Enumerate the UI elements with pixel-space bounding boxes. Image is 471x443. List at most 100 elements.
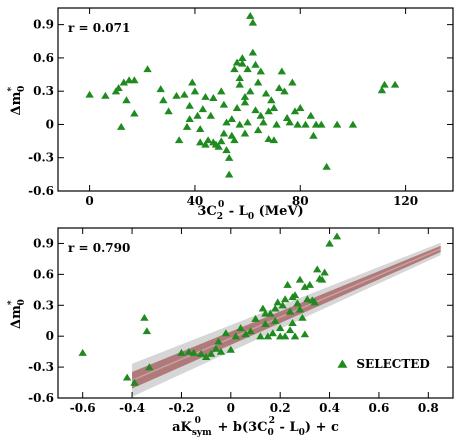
data-point bbox=[295, 275, 305, 283]
data-point bbox=[288, 319, 297, 326]
data-point bbox=[240, 98, 250, 106]
bottom-y-axis-label: Δm*0 bbox=[7, 299, 27, 329]
data-point bbox=[305, 280, 315, 288]
data-point bbox=[117, 122, 126, 130]
y-tick-label: 0 bbox=[46, 329, 54, 343]
data-point bbox=[232, 58, 242, 66]
data-point bbox=[174, 136, 184, 144]
data-point bbox=[290, 332, 300, 340]
x-tick-label: 0 bbox=[227, 401, 235, 415]
data-point bbox=[272, 120, 281, 128]
data-point bbox=[235, 80, 244, 88]
data-point bbox=[263, 332, 273, 340]
data-point bbox=[295, 305, 305, 313]
bottom-plot-frame bbox=[57, 227, 454, 399]
data-point bbox=[203, 136, 213, 144]
x-tick-label: 0.2 bbox=[270, 401, 291, 415]
data-point bbox=[269, 104, 279, 111]
data-point bbox=[222, 146, 231, 154]
data-point bbox=[224, 170, 234, 178]
data-point bbox=[248, 48, 258, 56]
bottom-x-axis-label: aKsym0 + b(3C02 - L0) + c bbox=[172, 416, 339, 438]
data-point bbox=[222, 118, 231, 126]
bottom-correlation-annotation: r = 0.790 bbox=[68, 241, 130, 255]
data-point bbox=[230, 65, 239, 73]
data-point bbox=[285, 307, 295, 315]
data-point bbox=[184, 347, 194, 355]
top-points bbox=[85, 11, 400, 178]
top-x-axis-label: 3C20 - L0 (MeV) bbox=[197, 200, 303, 222]
data-point bbox=[290, 291, 300, 299]
data-point bbox=[185, 101, 194, 109]
data-point bbox=[114, 84, 123, 92]
data-point bbox=[271, 316, 280, 324]
data-point bbox=[269, 136, 279, 144]
data-point bbox=[275, 324, 285, 332]
data-point bbox=[201, 353, 211, 360]
data-point bbox=[201, 92, 210, 100]
data-point bbox=[241, 330, 250, 338]
data-point bbox=[130, 76, 139, 84]
data-point bbox=[248, 18, 258, 26]
data-point bbox=[130, 109, 139, 117]
y-tick-label: -0.6 bbox=[28, 184, 54, 198]
data-point bbox=[243, 65, 252, 73]
y-tick-label: -0.3 bbox=[28, 151, 54, 165]
data-point bbox=[219, 129, 229, 137]
data-point bbox=[317, 275, 327, 283]
data-point bbox=[268, 329, 277, 337]
data-point bbox=[124, 76, 134, 84]
data-point bbox=[196, 349, 206, 357]
data-point bbox=[182, 122, 192, 130]
data-point bbox=[232, 104, 242, 111]
data-point bbox=[258, 304, 268, 312]
data-point bbox=[259, 118, 268, 126]
top-scatter-panel: 0 40 80 120 -0.6 -0.3 0 0.3 0.6 0.9 r = 0.071 Δm*… bbox=[7, 7, 454, 222]
data-point bbox=[300, 282, 310, 290]
data-point bbox=[301, 120, 310, 128]
legend: SELECTED bbox=[337, 357, 430, 371]
data-point bbox=[261, 309, 270, 317]
data-point bbox=[380, 80, 389, 88]
y-tick-label: 0.6 bbox=[33, 51, 54, 65]
data-point bbox=[196, 125, 205, 133]
data-point bbox=[240, 129, 250, 137]
data-point bbox=[143, 65, 152, 73]
data-point bbox=[317, 120, 326, 128]
data-point bbox=[78, 348, 87, 356]
data-point bbox=[196, 138, 205, 146]
data-point bbox=[130, 378, 139, 386]
data-point bbox=[206, 349, 216, 357]
data-point bbox=[285, 326, 295, 334]
data-point bbox=[253, 78, 263, 86]
x-tick-label: 0.8 bbox=[418, 401, 439, 415]
data-point bbox=[293, 299, 302, 307]
data-point bbox=[285, 118, 294, 126]
y-tick-label: 0.6 bbox=[33, 267, 54, 281]
x-tick-label: 80 bbox=[292, 194, 309, 208]
x-tick-label: -0.4 bbox=[119, 401, 145, 415]
x-tick-label: 40 bbox=[187, 194, 204, 208]
data-point bbox=[283, 280, 292, 288]
top-plot-frame bbox=[57, 7, 454, 192]
top-y-axis-label: Δm*0 bbox=[7, 86, 27, 116]
top-correlation-annotation: r = 0.071 bbox=[68, 21, 130, 35]
data-point bbox=[198, 105, 208, 113]
data-point bbox=[189, 348, 198, 356]
data-point bbox=[296, 104, 305, 111]
data-point bbox=[390, 80, 400, 88]
data-point bbox=[227, 131, 236, 139]
data-point bbox=[275, 84, 284, 92]
bottom-scatter-panel: -0.6 -0.4 -0.2 0 0.2 0.4 0.6 0.8 -0.6 -0.3 0 0.3 0.6… bbox=[7, 227, 454, 438]
data-point bbox=[188, 78, 197, 86]
data-point bbox=[226, 345, 236, 353]
y-tick-label: 0.3 bbox=[33, 84, 54, 98]
data-point bbox=[119, 78, 129, 86]
data-point bbox=[280, 295, 290, 303]
data-point bbox=[214, 142, 223, 150]
data-point bbox=[300, 330, 310, 338]
data-point bbox=[271, 304, 280, 312]
y-tick-label: -0.3 bbox=[28, 360, 54, 374]
bottom-points bbox=[78, 232, 342, 386]
data-point bbox=[288, 78, 297, 86]
